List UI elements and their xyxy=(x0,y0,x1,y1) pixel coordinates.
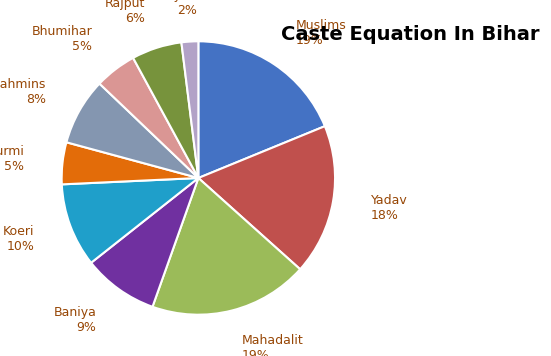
Text: Muslims
19%: Muslims 19% xyxy=(296,19,347,47)
Wedge shape xyxy=(62,142,198,184)
Wedge shape xyxy=(181,41,198,178)
Wedge shape xyxy=(62,178,198,263)
Text: Mahadalit
19%: Mahadalit 19% xyxy=(241,334,303,356)
Text: Brahmins
8%: Brahmins 8% xyxy=(0,78,46,106)
Wedge shape xyxy=(91,178,198,307)
Wedge shape xyxy=(67,84,198,178)
Text: Yadav
18%: Yadav 18% xyxy=(371,194,408,222)
Text: Koeri
10%: Koeri 10% xyxy=(3,225,35,253)
Text: Caste Equation In Bihar: Caste Equation In Bihar xyxy=(282,25,540,44)
Text: Kurmi
5%: Kurmi 5% xyxy=(0,145,24,173)
Wedge shape xyxy=(153,178,300,315)
Text: Kayastha
2%: Kayastha 2% xyxy=(159,0,217,17)
Wedge shape xyxy=(198,41,325,178)
Text: Baniya
9%: Baniya 9% xyxy=(53,306,96,334)
Text: Bhumihar
5%: Bhumihar 5% xyxy=(31,25,92,53)
Wedge shape xyxy=(133,42,198,178)
Text: Rajput
6%: Rajput 6% xyxy=(105,0,145,25)
Wedge shape xyxy=(100,58,198,178)
Wedge shape xyxy=(198,126,335,269)
